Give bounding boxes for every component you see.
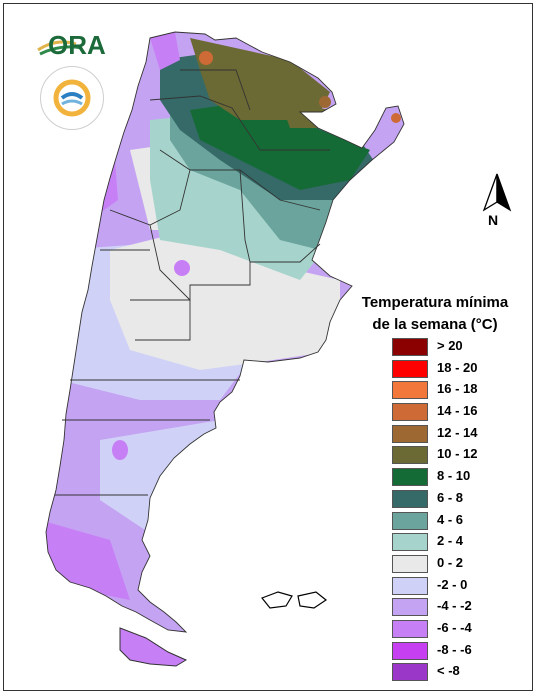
legend-title-line1: Temperatura mínima — [361, 294, 509, 311]
legend-swatch — [392, 424, 428, 443]
legend-swatch — [392, 381, 428, 400]
legend-swatch — [392, 511, 428, 530]
legend-label: 16 - 18 — [437, 381, 478, 397]
legend-label: 8 - 10 — [437, 468, 471, 484]
legend-swatch — [392, 533, 428, 552]
map-frame — [3, 3, 533, 691]
legend-label: 4 - 6 — [437, 511, 464, 527]
legend-swatch — [392, 359, 428, 378]
legend-label: 12 - 14 — [437, 424, 478, 440]
legend-label: -4 - -2 — [437, 598, 472, 614]
legend-label: 10 - 12 — [437, 446, 478, 462]
legend-swatch — [392, 446, 428, 465]
smn-emblem-icon — [53, 79, 91, 117]
legend-label: 0 - 2 — [437, 554, 464, 570]
tierra-del-fuego — [119, 627, 188, 667]
legend-label: -8 - -6 — [437, 641, 472, 657]
malvinas-islands — [261, 591, 328, 609]
legend-swatch — [392, 576, 428, 595]
legend-swatch — [392, 554, 428, 573]
legend-swatch — [392, 663, 428, 682]
legend-swatch — [392, 598, 428, 617]
legend-label: -2 - 0 — [437, 576, 468, 592]
province-borders — [45, 31, 405, 633]
legend-swatch — [392, 338, 428, 356]
ora-swoosh-icon — [37, 40, 83, 56]
north-label: N — [488, 212, 499, 228]
legend-label: -6 - -4 — [437, 619, 472, 635]
legend-label: 14 - 16 — [437, 403, 478, 419]
legend-label: > 20 — [437, 338, 463, 353]
legend-swatch — [392, 619, 428, 638]
legend-label: 6 - 8 — [437, 489, 464, 505]
legend-label: 2 - 4 — [437, 533, 464, 549]
legend-swatch — [392, 641, 428, 660]
legend-swatch — [392, 468, 428, 487]
legend-swatch — [392, 403, 428, 422]
ora-logo-text: ORA — [48, 30, 106, 60]
legend-swatch — [392, 489, 428, 508]
legend-title: Temperatura mínima de la semana (°C) — [340, 292, 530, 336]
legend-label: 18 - 20 — [437, 359, 478, 375]
legend-title-line2: de la semana (°C) — [372, 316, 498, 333]
north-arrow-icon — [482, 173, 512, 212]
legend-label: < -8 — [437, 663, 460, 679]
